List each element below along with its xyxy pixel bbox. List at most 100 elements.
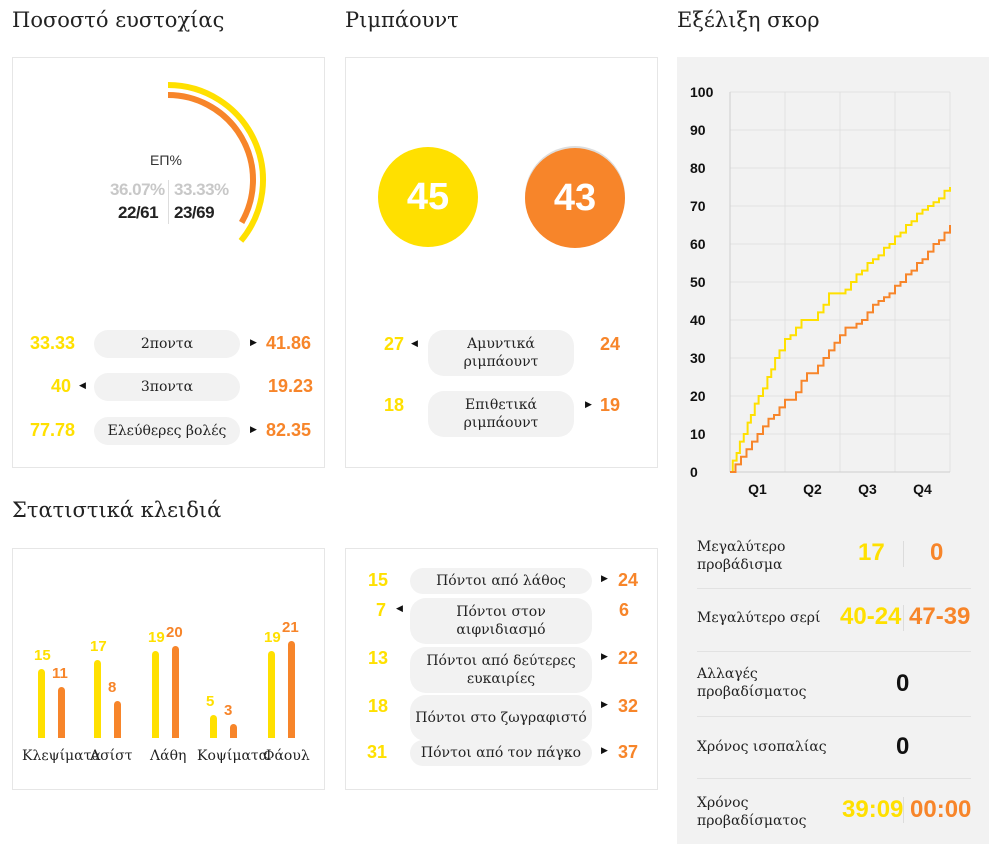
rebounds-off-team-a: 18: [384, 395, 405, 415]
section-title-shooting: Ποσοστό ευστοχίας: [12, 8, 225, 32]
key-stat-value-team-a: 5: [206, 693, 215, 710]
shooting-row-ft-team-a: 77.78: [30, 420, 76, 440]
summary-tie-time-value: 0: [896, 733, 910, 760]
points-fastbreak-team-b: 6: [619, 600, 630, 620]
rebounds-def-team-b: 24: [600, 334, 621, 354]
rebounds-off-team-b: 19: [600, 395, 621, 415]
chart-y-tick-label: 10: [690, 426, 706, 442]
key-stat-bar-team-b: [288, 641, 295, 738]
summary-biggest-run-team-a: 40-24: [840, 603, 902, 630]
key-stat-category-label: Ασίστ: [90, 748, 133, 764]
key-stat-bar-team-b: [230, 724, 237, 738]
key-stat-category-label: Φάουλ: [263, 748, 310, 764]
team-a-fg-made: 22/61: [118, 203, 159, 222]
shooting-row-3pt-label: 3ποντα: [94, 373, 240, 401]
key-stat-value-team-b: 11: [52, 665, 68, 683]
summary-divider: [903, 797, 904, 823]
rebounds-off-label: Επιθετικά ριμπάουντ: [428, 391, 574, 437]
chart-y-tick-label: 40: [690, 312, 706, 328]
summary-lead-time-label: Χρόνος προβαδίσματος: [697, 795, 807, 829]
chart-x-tick-label: Q1: [748, 481, 767, 497]
key-stat-category-label: Λάθη: [150, 748, 187, 764]
chart-x-tick-label: Q3: [858, 481, 877, 497]
key-stat-bar-team-a: [152, 650, 159, 738]
arrow-left-icon: ◀: [396, 604, 403, 614]
key-stat-value-team-b: 3: [224, 702, 233, 720]
key-stat-value-team-a: 19: [264, 628, 281, 646]
chart-y-tick-label: 90: [690, 122, 706, 138]
summary-separator: [697, 716, 971, 717]
points-second-chance-team-a: 13: [368, 648, 389, 668]
team-b-shooting-ring: [167, 92, 256, 224]
arrow-right-icon: ▶: [601, 574, 608, 584]
summary-biggest-lead-team-a: 17: [858, 539, 885, 566]
summary-divider: [903, 541, 904, 567]
arrow-right-icon: ▶: [601, 652, 608, 662]
key-stat-bar-team-b: [172, 646, 179, 738]
summary-biggest-run-team-b: 47-39: [909, 603, 971, 630]
key-stat-bar-team-b: [58, 687, 65, 738]
summary-lead-time-team-b: 00:00: [910, 796, 972, 823]
key-stat-bar-team-a: [210, 715, 217, 738]
team-a-rebounds-circle: 45: [378, 147, 478, 247]
chart-y-tick-label: 100: [690, 84, 714, 100]
shooting-row-2pt-team-a: 33.33: [30, 333, 76, 353]
rebounds-def-label: Αμυντικά ριμπάουντ: [428, 330, 574, 376]
points-second-chance-team-b: 22: [618, 648, 639, 668]
points-bench-team-a: 31: [367, 742, 388, 762]
shooting-center-label: ΕΠ%: [150, 152, 182, 168]
arrow-right-icon: ▶: [585, 400, 592, 410]
chart-y-tick-label: 70: [690, 198, 706, 214]
chart-y-tick-label: 80: [690, 160, 706, 176]
key-stat-bar-team-a: [94, 659, 101, 738]
summary-tie-time-label: Χρόνος ισοπαλίας: [697, 739, 827, 755]
section-title-rebounds: Ριμπάουντ: [345, 8, 459, 32]
summary-lead-changes-value: 0: [896, 670, 910, 697]
points-paint-label: Πόντοι στο ζωγραφιστό: [410, 695, 592, 741]
points-bench-label: Πόντοι από τον πάγκο: [410, 740, 592, 766]
section-title-score-evolution: Εξέλιξη σκορ: [677, 8, 820, 32]
summary-biggest-lead-team-b: 0: [930, 539, 944, 566]
points-second-chance-label: Πόντοι από δεύτερες ευκαιρίες: [410, 647, 592, 693]
shooting-row-ft-label: Ελεύθερες βολές: [94, 417, 240, 445]
key-stat-bar-team-b: [114, 701, 121, 738]
arrow-right-icon: ▶: [601, 700, 608, 710]
points-turnovers-team-a: 15: [368, 570, 389, 590]
shooting-row-3pt-team-a: 40: [51, 376, 72, 396]
summary-separator: [697, 588, 971, 589]
shooting-row-3pt-team-b: 19.23: [268, 376, 314, 396]
key-stat-value-team-a: 15: [34, 647, 51, 664]
summary-divider: [903, 605, 904, 631]
arrow-right-icon: ▶: [601, 746, 608, 756]
chart-x-tick-label: Q2: [803, 481, 822, 497]
summary-separator: [697, 651, 971, 652]
key-stat-value-team-b: 20: [166, 624, 183, 641]
team-b-fg-pct: 33.33%: [174, 180, 229, 199]
shooting-divider: [168, 180, 169, 224]
summary-lead-changes-label: Αλλαγές προβαδίσματος: [697, 666, 807, 700]
chart-y-tick-label: 50: [690, 274, 706, 290]
chart-y-tick-label: 60: [690, 236, 706, 252]
key-stat-bar-team-a: [268, 650, 275, 738]
shooting-row-2pt-team-b: 41.86: [266, 333, 312, 353]
key-stat-value-team-b: 21: [282, 619, 299, 637]
points-paint-team-a: 18: [368, 696, 389, 716]
shooting-rings: [167, 82, 266, 243]
summary-separator: [697, 778, 971, 779]
key-stat-value-team-a: 19: [148, 628, 165, 646]
key-stat-category-label: Κλεψίματα: [22, 748, 101, 764]
chart-x-tick-label: Q4: [913, 481, 932, 497]
summary-biggest-run-label: Μεγαλύτερο σερί: [697, 610, 821, 626]
section-title-key-stats: Στατιστικά κλειδιά: [12, 498, 222, 522]
score-evolution-chart: 0 10 20 30 40 50 60 70 80 90 100 Q1 Q2 Q3 Q4: [690, 84, 951, 497]
chart-y-tick-label: 30: [690, 350, 706, 366]
key-stat-category-label: Κοψίματα: [197, 748, 269, 764]
points-turnovers-label: Πόντοι από λάθος: [410, 568, 592, 594]
summary-lead-time-team-a: 39:09: [842, 796, 904, 823]
team-b-fg-made: 23/69: [174, 203, 215, 222]
points-fastbreak-team-a: 7: [376, 600, 387, 620]
points-fastbreak-label: Πόντοι στον αιφνιδιασμό: [410, 598, 592, 644]
shooting-row-ft-team-b: 82.35: [266, 420, 312, 440]
key-stat-bar-team-a: [38, 669, 45, 738]
arrow-right-icon: ▶: [250, 425, 257, 435]
